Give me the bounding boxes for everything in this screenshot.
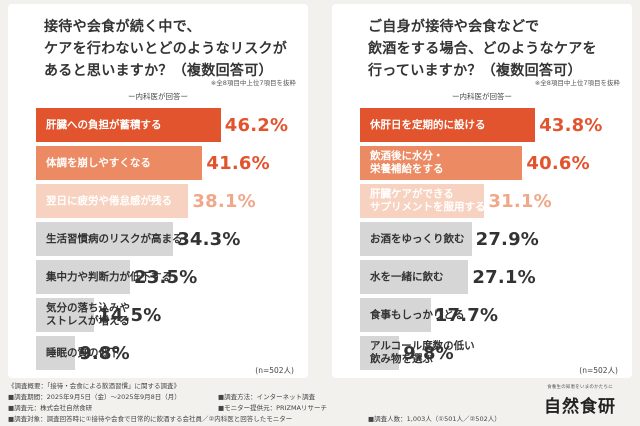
bar-value-label: 27.1% xyxy=(472,266,536,288)
bar-chart: 休肝日を定期的に設ける 43.8% 飲酒後に水分・ 栄養補給をする 40.6% 肝臓ケア… xyxy=(360,108,626,374)
survey-sponsor: ■調査元：株式会社自然食研 xyxy=(8,404,93,412)
bar-category-label: 翌日に疲労や倦怠感が残る xyxy=(46,194,172,207)
bar xyxy=(36,222,174,256)
bar xyxy=(360,260,469,294)
right-chart-card: ご自身が接待や会食などで 飲酒をする場合、どのようなケアを 行っていますか？（複… xyxy=(332,4,632,378)
bar-row: お酒をゆっくり飲む 27.9% xyxy=(360,222,626,256)
bar-value-label: 14.5% xyxy=(98,304,162,326)
bar-value-label: 17.7% xyxy=(434,304,499,326)
bar-category-label: 肝臓への負担が蓄積する xyxy=(46,118,162,131)
chart-title: ご自身が接待や会食などで 飲酒をする場合、どのようなケアを 行っていますか？（複… xyxy=(368,19,597,79)
bar xyxy=(360,108,536,142)
bar-category-label: 食事もしっかりとる xyxy=(370,308,465,321)
bar-category-label: アルコール度数の低い 飲み物を選ぶ xyxy=(370,340,475,365)
bar xyxy=(36,184,189,218)
bar-value-label: 34.3% xyxy=(177,228,241,250)
bar-category-label: 睡眠の質の低下 xyxy=(46,346,120,359)
bar-category-label: お酒をゆっくり飲む xyxy=(370,232,465,245)
survey-target: ■調査対象：調査回答時に①接待や会食で日常的に飲酒する会社員／②内科医と回答した… xyxy=(8,415,293,423)
survey-monitor: ■モニター提供元：PRIZMAリサーチ xyxy=(218,404,328,412)
survey-title: 《調査概要：「接待・会食による飲酒習慣」に関する調査》 xyxy=(8,382,181,390)
sample-size-label: (n=502人) xyxy=(255,366,294,375)
bar-row: 飲酒後に水分・ 栄養補給をする 40.6% xyxy=(360,146,626,180)
chart-title: 接待や会食が続く中で、 ケアを行わないとどのようなリスクが あると思いますか？（… xyxy=(44,19,288,79)
bar-row: 生活習慣病のリスクが高まる 34.3% xyxy=(36,222,302,256)
bar-chart: 肝臓への負担が蓄積する 46.2% 体調を崩しやすくなる 41.6% 翌日に疲労や倦怠感… xyxy=(36,108,302,374)
bar-row: 集中力や判断力が低下する 23.5% xyxy=(36,260,302,294)
bar xyxy=(360,184,485,218)
survey-summary: 《調査概要：「接待・会食による飲酒習慣」に関する調査》 ■調査期間：2025年9… xyxy=(8,381,528,425)
bar-value-label: 9.8% xyxy=(79,342,130,364)
brand-tagline: 食養生の知恵をいまのかたちに xyxy=(547,385,613,390)
bar xyxy=(360,336,400,370)
bar xyxy=(360,298,431,332)
respondent-label: ー内科医が回答ー xyxy=(452,92,512,101)
left-chart-card: 接待や会食が続く中で、 ケアを行わないとどのようなリスクが あると思いますか？（… xyxy=(8,4,308,378)
bar xyxy=(36,108,221,142)
bar-value-label: 46.2% xyxy=(224,114,289,136)
bar-row: 睡眠の質の低下 9.8% xyxy=(36,336,302,370)
survey-period: ■調査期間：2025年9月5日（金）〜2025年9月8日（月） xyxy=(8,393,181,401)
chart-note: ※全8項目中上位7項目を抜粋 xyxy=(210,79,296,87)
bar-row: 食事もしっかりとる 17.7% xyxy=(360,298,626,332)
chart-note: ※全8項目中上位7項目を抜粋 xyxy=(534,79,620,87)
bar xyxy=(36,298,94,332)
bar-row: 体調を崩しやすくなる 41.6% xyxy=(36,146,302,180)
bar-category-label: 気分の落ち込みや ストレスが増える xyxy=(46,302,130,327)
bar-value-label: 9.8% xyxy=(403,342,454,364)
bar-category-label: 体調を崩しやすくなる xyxy=(46,156,151,169)
bar-category-label: 生活習慣病のリスクが高まる xyxy=(46,232,183,245)
bar-row: 休肝日を定期的に設ける 43.8% xyxy=(360,108,626,142)
bar xyxy=(360,146,523,180)
bar xyxy=(360,222,472,256)
brand-name: 自然食研 xyxy=(544,397,616,417)
bar-row: 水を一緒に飲む 27.1% xyxy=(360,260,626,294)
bar-row: 気分の落ち込みや ストレスが増える 14.5% xyxy=(36,298,302,332)
sample-size-label: (n=502人) xyxy=(579,366,618,375)
survey-method: ■調査方法：インターネット調査 xyxy=(218,393,316,401)
bar-value-label: 31.1% xyxy=(488,190,552,212)
bar-value-label: 41.6% xyxy=(206,152,270,174)
bar-value-label: 40.6% xyxy=(526,152,590,174)
bar-category-label: 水を一緒に飲む xyxy=(370,270,444,283)
bar xyxy=(36,336,76,370)
bar-category-label: 肝臓ケアができる サプリメントを服用する xyxy=(370,188,486,213)
brand-logo: 食養生の知恵をいまのかたちに 自然食研 xyxy=(527,382,633,422)
bar-value-label: 27.9% xyxy=(475,228,540,250)
bar-row: アルコール度数の低い 飲み物を選ぶ 9.8% xyxy=(360,336,626,370)
bar-category-label: 集中力や判断力が低下する xyxy=(46,270,172,283)
bar-value-label: 38.1% xyxy=(192,190,256,212)
survey-count: ■調査人数：1,003人（①501人／②502人） xyxy=(368,415,501,423)
bar xyxy=(36,146,203,180)
bar-category-label: 休肝日を定期的に設ける xyxy=(370,118,486,131)
bar-category-label: 飲酒後に水分・ 栄養補給をする xyxy=(370,150,444,175)
bar-row: 肝臓への負担が蓄積する 46.2% xyxy=(36,108,302,142)
bar-row: 翌日に疲労や倦怠感が残る 38.1% xyxy=(36,184,302,218)
bar xyxy=(36,260,130,294)
bar-row: 肝臓ケアができる サプリメントを服用する 31.1% xyxy=(360,184,626,218)
bar-value-label: 23.5% xyxy=(134,266,198,288)
bar-value-label: 43.8% xyxy=(539,114,603,136)
respondent-label: ー内科医が回答ー xyxy=(128,92,188,101)
